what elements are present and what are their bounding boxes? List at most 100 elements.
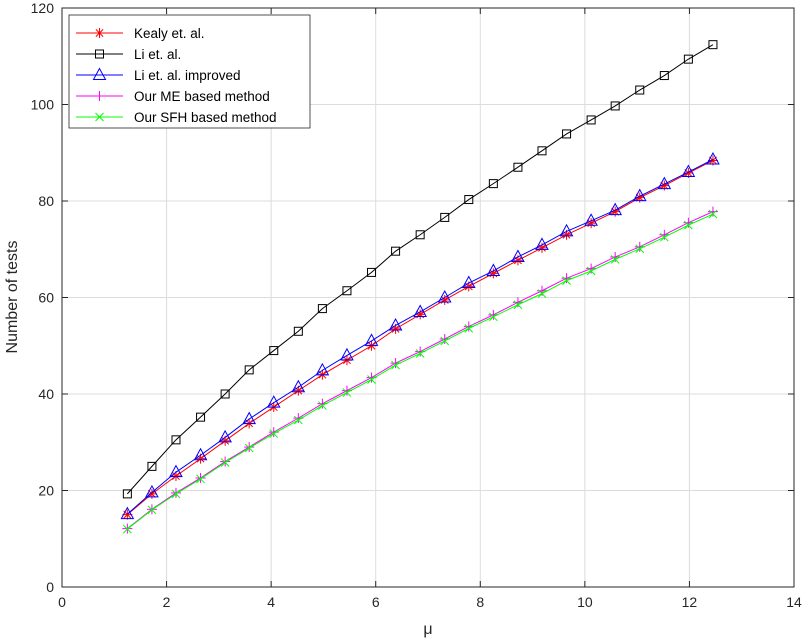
marker-asterisk-d2 — [562, 230, 571, 239]
data-point — [561, 273, 572, 284]
data-point — [488, 179, 498, 189]
data-point — [464, 324, 474, 333]
marker-asterisk-d2 — [513, 256, 522, 265]
marker-square — [391, 246, 401, 256]
legend-box — [68, 14, 311, 129]
marker-triangle — [266, 395, 281, 408]
marker-x-b — [123, 524, 132, 534]
marker-triangle — [706, 151, 720, 165]
data-point — [708, 209, 718, 219]
data-point — [244, 365, 254, 375]
marker-square — [415, 230, 425, 240]
y-tick-label: 60 — [38, 290, 54, 306]
legend-marker — [94, 91, 105, 101]
marker-asterisk-d2 — [172, 472, 180, 480]
x-tick-label: 10 — [577, 594, 593, 610]
data-point — [145, 484, 159, 498]
data-point — [535, 237, 549, 250]
data-point — [342, 388, 352, 397]
marker-x-b — [196, 474, 205, 484]
marker-asterisk-d2 — [464, 282, 473, 291]
legend-entry: Li et. al. — [76, 47, 181, 62]
legend: Kealy et. al. Li et. al. Li et. al. improv… — [68, 14, 311, 129]
marker-triangle — [461, 275, 476, 289]
marker-triangle — [657, 176, 672, 190]
data-point — [512, 297, 523, 308]
x-tick-label: 6 — [372, 594, 380, 610]
data-point — [122, 489, 132, 499]
marker-square — [317, 304, 327, 314]
legend-marker — [95, 112, 104, 122]
data-point — [683, 217, 694, 228]
data-point — [559, 223, 574, 237]
data-point — [437, 289, 452, 303]
data-point — [537, 146, 547, 156]
data-point — [291, 379, 306, 393]
data-point — [391, 360, 400, 370]
data-point — [269, 346, 279, 356]
data-point — [220, 389, 230, 399]
marker-square — [537, 146, 547, 156]
data-point — [657, 176, 672, 190]
marker-triangle — [291, 379, 306, 393]
series-4 — [123, 209, 718, 534]
marker-x-b — [391, 360, 400, 370]
x-tick-label: 12 — [682, 594, 698, 610]
series-layer — [120, 40, 720, 534]
legend-entry: Li et. al. improved — [76, 67, 241, 83]
series-line — [126, 44, 714, 495]
legend-entry: Our SFH based method — [76, 110, 277, 125]
marker-square — [122, 489, 132, 499]
data-point — [464, 195, 474, 205]
data-point — [635, 244, 645, 254]
data-point — [391, 246, 401, 256]
marker-triangle — [584, 213, 598, 226]
marker-asterisk-d2 — [221, 436, 230, 445]
series-line — [127, 159, 714, 515]
marker-triangle — [632, 188, 647, 202]
data-point — [170, 487, 181, 498]
data-point — [315, 362, 330, 376]
marker-asterisk-d2 — [95, 29, 104, 37]
legend-entry: Our ME based method — [76, 89, 270, 104]
marker-square — [635, 85, 645, 95]
marker-x-b — [220, 458, 230, 467]
marker-square — [244, 365, 254, 375]
data-point — [220, 458, 230, 467]
y-axis-label: Number of tests — [4, 241, 21, 354]
legend-entry: Kealy et. al. — [76, 26, 205, 41]
marker-asterisk-d2 — [294, 386, 303, 395]
marker-square — [342, 286, 352, 296]
marker-square — [610, 101, 620, 111]
data-point — [513, 300, 523, 310]
data-point — [388, 317, 403, 331]
marker-square — [586, 115, 596, 125]
marker-triangle — [388, 317, 403, 331]
y-tick-label: 20 — [38, 483, 54, 499]
marker-x-b — [513, 300, 523, 310]
marker-x-b — [318, 401, 327, 410]
data-point — [415, 230, 425, 240]
data-point — [586, 115, 596, 125]
data-point — [659, 229, 670, 240]
x-tick-label: 0 — [58, 594, 66, 610]
data-point — [193, 447, 208, 461]
marker-square — [464, 195, 474, 205]
marker-triangle — [315, 362, 330, 376]
marker-x-b — [95, 112, 104, 122]
marker-x-b — [171, 489, 181, 499]
marker-x-b — [147, 505, 157, 515]
marker-square — [147, 461, 157, 471]
marker-x-b — [440, 336, 450, 346]
marker-square — [95, 49, 104, 59]
data-point — [584, 213, 598, 226]
data-point — [195, 453, 206, 464]
marker-square — [171, 435, 181, 445]
marker-x-b — [586, 266, 596, 276]
marker-triangle — [486, 263, 501, 276]
data-point — [440, 336, 450, 346]
marker-asterisk-d2 — [391, 324, 400, 333]
data-point — [367, 375, 376, 384]
marker-square — [562, 129, 572, 139]
